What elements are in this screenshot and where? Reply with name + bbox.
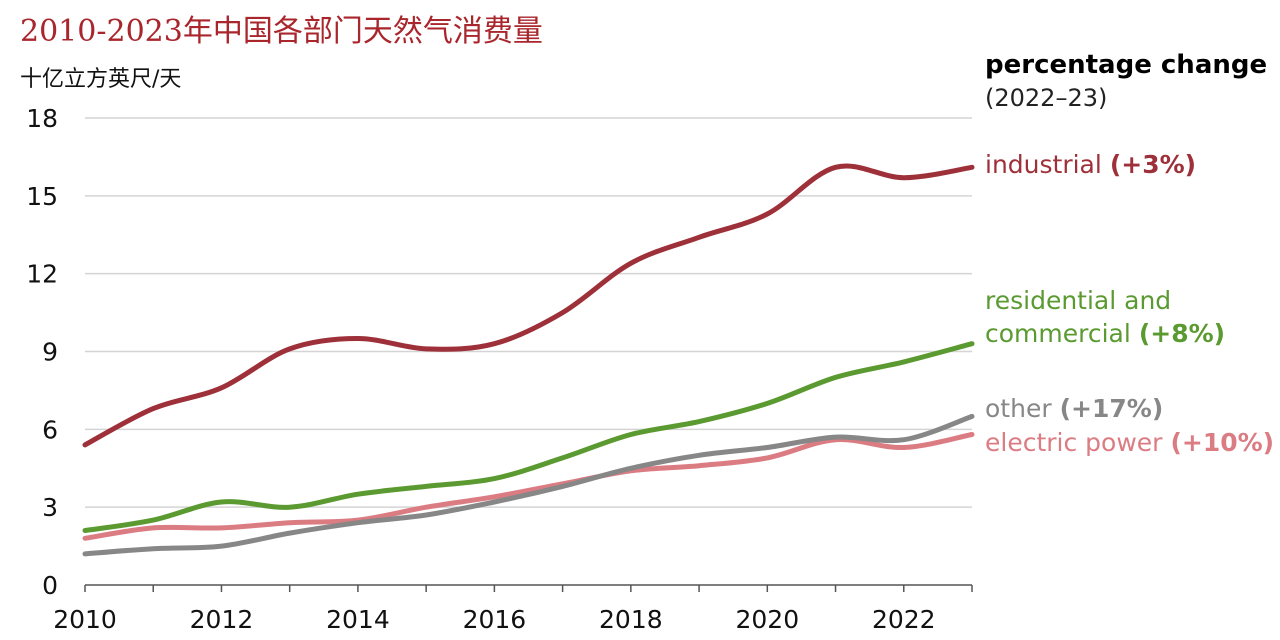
series-name: electric power	[985, 428, 1163, 457]
series-label-other: other (+17%)	[985, 394, 1163, 423]
x-tick-label: 2014	[326, 605, 390, 634]
y-tick-label: 18	[26, 104, 58, 133]
y-tick-label: 12	[26, 260, 58, 289]
x-tick-label: 2016	[463, 605, 527, 634]
series-lines	[82, 163, 975, 557]
y-tick-label: 0	[42, 571, 58, 600]
series-name: commercial	[985, 319, 1131, 348]
y-axis-unit-label: 十亿立方英尺/天	[20, 67, 181, 92]
series-line-industrial	[82, 163, 975, 448]
legend-subheading: (2022–23)	[985, 84, 1107, 112]
series-line-electric-power	[82, 432, 975, 541]
series-name: other	[985, 394, 1052, 423]
gridlines	[85, 117, 972, 586]
series-name: residential and	[985, 286, 1171, 315]
x-tick-label: 2020	[735, 605, 799, 634]
series-change-value: (+3%)	[1110, 150, 1196, 179]
series-label-residential-and-commercial: commercial (+8%)	[985, 319, 1225, 348]
legend-heading: percentage change	[985, 50, 1267, 80]
x-tick-label: 2010	[53, 605, 117, 634]
chart-title: 2010-2023年中国各部门天然气消费量	[20, 14, 543, 49]
y-tick-label: 15	[26, 182, 58, 211]
series-change-value: (+10%)	[1170, 428, 1274, 457]
y-axis-ticks: 0 3 6 9 12 15 18	[26, 104, 58, 600]
x-tick-label: 2018	[599, 605, 663, 634]
x-axis-ticks: 2010 2012 2014 2016 2018 2020 2022	[53, 585, 973, 634]
series-line-residential-and-commercial	[82, 341, 975, 533]
series-labels: industrial (+3%) residential and commercial…	[985, 150, 1274, 457]
series-label-residential-and-commercial: residential and	[985, 286, 1171, 315]
y-tick-label: 3	[42, 493, 58, 522]
series-change-value: (+17%)	[1060, 394, 1164, 423]
y-tick-label: 9	[42, 338, 58, 367]
series-label-industrial: industrial (+3%)	[985, 150, 1196, 179]
y-tick-label: 6	[42, 415, 58, 444]
series-label-electric-power: electric power (+10%)	[985, 428, 1274, 457]
series-line-other	[82, 413, 975, 557]
x-tick-label: 2012	[190, 605, 254, 634]
x-tick-label: 2022	[872, 605, 936, 634]
series-change-value: (+8%)	[1139, 319, 1225, 348]
series-name: industrial	[985, 150, 1102, 179]
